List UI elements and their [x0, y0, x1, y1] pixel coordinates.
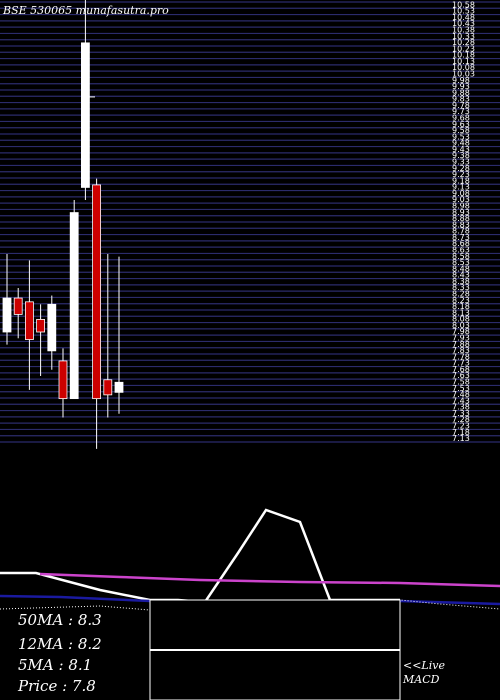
ma-magenta-line: [39, 572, 500, 588]
y-tick-label: 10.13: [452, 57, 475, 66]
y-tick-label: 7.93: [452, 333, 470, 342]
legend-50ma: 50MA : 8.3: [18, 611, 102, 629]
candle-body: [114, 381, 124, 393]
y-tick-label: 10.43: [452, 19, 475, 28]
y-tick-label: 7.18: [452, 428, 470, 437]
y-tick-label: 10.58: [452, 0, 475, 9]
white-dotted-line: [0, 599, 500, 611]
y-tick-label: 9.63: [452, 120, 470, 129]
candle-body: [13, 297, 23, 315]
y-tick-label: 9.93: [452, 82, 470, 91]
candle-body: [58, 360, 68, 400]
y-tick-label: 8.08: [452, 315, 470, 324]
candle-body: [24, 301, 34, 340]
y-tick-label: 10.23: [452, 44, 475, 53]
y-tick-label: 9.88: [452, 88, 470, 97]
y-tick-label: 9.48: [452, 139, 470, 148]
y-tick-label: 10.33: [452, 32, 475, 41]
y-tick-label: 9.78: [452, 101, 470, 110]
y-tick-label: 9.83: [452, 95, 470, 104]
candle-body: [47, 303, 57, 352]
y-tick-label: 9.53: [452, 132, 470, 141]
y-tick-label: 10.28: [452, 38, 475, 47]
y-tick-label: 9.28: [452, 164, 470, 173]
y-tick-label: 7.68: [452, 365, 470, 374]
y-tick-label: 10.03: [452, 69, 475, 78]
y-tick-label: 8.83: [452, 220, 470, 229]
y-tick-label: 7.58: [452, 377, 470, 386]
candles: [2, 0, 124, 449]
y-tick-label: 7.63: [452, 371, 470, 380]
watermark: BSE 530065 munafasutra.pro: [3, 4, 169, 17]
lower-panel: [0, 508, 500, 700]
live-link[interactable]: <<Live: [403, 659, 445, 672]
y-tick-labels: 10.5810.5310.4810.4310.3810.3310.2810.23…: [452, 0, 475, 443]
y-tick-label: 9.68: [452, 113, 470, 122]
legend-5ma: 5MA : 8.1: [18, 656, 93, 674]
y-tick-label: 7.28: [452, 415, 470, 424]
y-tick-label: 7.33: [452, 409, 470, 418]
y-tick-label: 8.03: [452, 321, 470, 330]
y-tick-label: 8.68: [452, 239, 470, 248]
y-tick-label: 9.98: [452, 76, 470, 85]
y-tick-label: 8.78: [452, 227, 470, 236]
y-tick-label: 9.43: [452, 145, 470, 154]
y-tick-label: 10.53: [452, 7, 475, 16]
y-tick-label: 10.18: [452, 51, 475, 60]
y-tick-label: 7.78: [452, 352, 470, 361]
macd-label: MACD: [403, 673, 440, 686]
y-tick-label: 10.08: [452, 63, 475, 72]
y-tick-label: 10.48: [452, 13, 475, 22]
y-tick-label: 9.18: [452, 176, 470, 185]
candle-body: [36, 319, 45, 333]
y-tick-label: 8.53: [452, 258, 470, 267]
y-tick-label: 7.43: [452, 396, 470, 405]
y-tick-label: 7.13: [452, 434, 470, 443]
y-tick-label: 8.13: [452, 308, 470, 317]
y-tick-label: 7.53: [452, 384, 470, 393]
y-tick-label: 9.73: [452, 107, 470, 116]
candle-body: [92, 184, 101, 400]
y-tick-label: 7.98: [452, 327, 470, 336]
candle-body: [81, 42, 90, 188]
candle-body: [2, 297, 12, 333]
y-tick-label: 8.33: [452, 283, 470, 292]
y-tick-label: 7.38: [452, 403, 470, 412]
y-tick-label: 8.73: [452, 233, 470, 242]
y-tick-label: 9.03: [452, 195, 470, 204]
legend-12ma: 12MA : 8.2: [18, 635, 102, 653]
y-tick-label: 8.58: [452, 252, 470, 261]
y-tick-label: 7.48: [452, 390, 470, 399]
y-tick-label: 8.23: [452, 296, 470, 305]
y-tick-label: 9.08: [452, 189, 470, 198]
y-tick-label: 8.38: [452, 277, 470, 286]
y-tick-label: 8.18: [452, 302, 470, 311]
y-tick-label: 8.28: [452, 289, 470, 298]
candle-body: [103, 379, 113, 396]
legend-price: Price : 7.8: [18, 677, 96, 695]
y-tick-label: 8.88: [452, 214, 470, 223]
y-tick-label: 7.23: [452, 421, 470, 430]
y-tick-label: 10.38: [452, 25, 475, 34]
y-tick-label: 8.98: [452, 201, 470, 210]
y-tick-label: 8.93: [452, 208, 470, 217]
y-tick-label: 7.73: [452, 359, 470, 368]
y-tick-label: 9.58: [452, 126, 470, 135]
macd-white-line: [0, 508, 400, 604]
y-tick-label: 8.48: [452, 264, 470, 273]
y-tick-label: 8.43: [452, 271, 470, 280]
y-tick-label: 9.13: [452, 183, 470, 192]
y-tick-label: 7.83: [452, 346, 470, 355]
y-tick-label: 7.88: [452, 340, 470, 349]
y-tick-label: 9.33: [452, 157, 470, 166]
candle-body: [69, 212, 79, 400]
y-tick-label: 9.38: [452, 151, 470, 160]
y-tick-label: 8.63: [452, 245, 470, 254]
y-tick-label: 9.23: [452, 170, 470, 179]
